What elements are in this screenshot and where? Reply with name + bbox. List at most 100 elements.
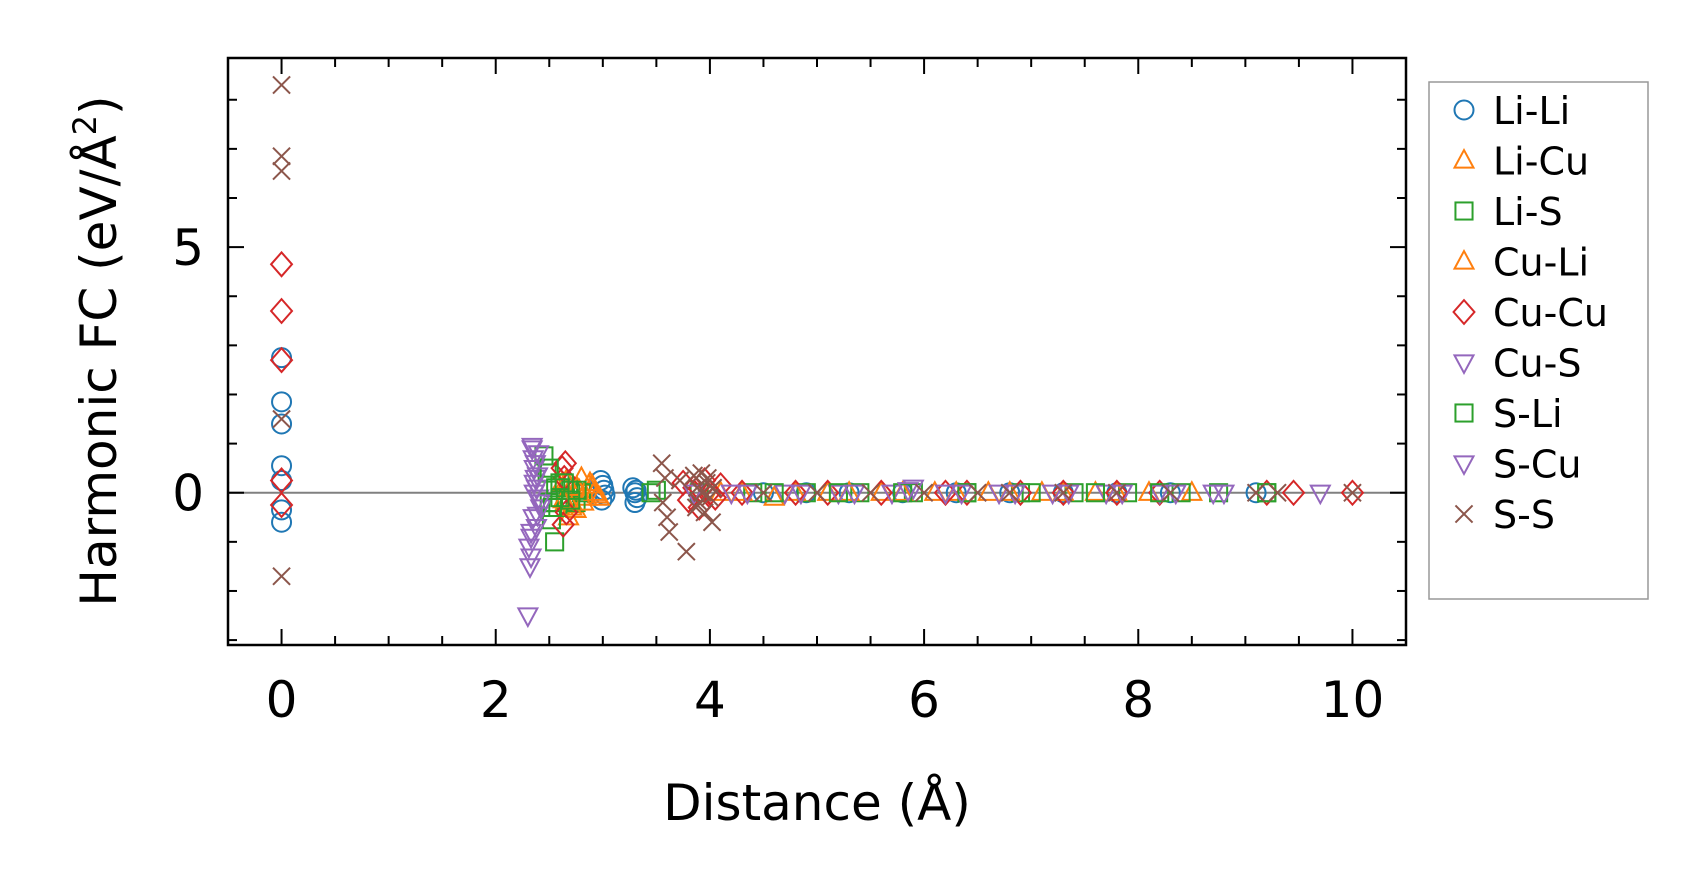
x-tick-labels: 0 2 4 6 8 10	[266, 671, 1385, 729]
data-point	[693, 483, 712, 502]
data-point	[528, 494, 551, 516]
y-tick-labels: 05	[172, 219, 204, 523]
data-point	[950, 484, 973, 506]
data-point	[677, 542, 696, 561]
data-point	[269, 491, 294, 519]
data-point	[1209, 483, 1229, 503]
x-marker-stroke	[697, 473, 716, 493]
legend-entry-cu-cu: Cu-Cu	[1452, 291, 1608, 335]
legend-entry-s-s: S-S	[1454, 493, 1555, 537]
data-point	[827, 484, 850, 506]
series-cu-s	[516, 440, 1332, 629]
x-tick-label: 10	[1321, 671, 1385, 729]
x-marker-stroke	[689, 493, 709, 512]
data-point	[730, 479, 754, 507]
data-point	[1041, 484, 1064, 506]
data-point	[754, 483, 773, 502]
series-s-s	[272, 75, 1362, 586]
data-point	[1150, 483, 1170, 503]
legend-label: Cu-Li	[1493, 241, 1589, 285]
x-marker-stroke	[698, 468, 718, 488]
legend-entry-li-cu: Li-Cu	[1452, 140, 1589, 184]
data-point	[689, 493, 709, 512]
data-point	[641, 483, 661, 503]
data-point	[588, 485, 611, 506]
x-marker-stroke	[1107, 483, 1127, 502]
data-point	[272, 146, 291, 166]
legend-entry-s-li: S-Li	[1454, 392, 1563, 436]
data-point	[843, 484, 866, 506]
data-point	[1094, 484, 1118, 506]
data-point	[702, 512, 722, 532]
x-marker-stroke	[1268, 483, 1287, 502]
data-point	[1000, 483, 1020, 502]
legend-label: S-Li	[1493, 392, 1563, 436]
data-point	[1268, 483, 1287, 502]
x-axis-label: Distance (Å)	[663, 774, 971, 832]
data-point	[524, 455, 547, 476]
data-point	[686, 498, 706, 517]
data-point	[1021, 483, 1041, 503]
x-marker-stroke	[272, 146, 291, 166]
y-axis-label-main: Harmonic FC (eV/Å	[70, 135, 128, 606]
data-point	[271, 413, 293, 435]
data-point	[736, 484, 759, 506]
x-marker-stroke	[693, 483, 712, 502]
data-point	[1212, 484, 1236, 506]
data-point	[914, 483, 934, 502]
data-point	[1257, 483, 1277, 503]
legend-entries: Li-Li Li-Cu Li-S Cu-Li Cu-Cu Cu-S S-Li S-Cu S-S	[1452, 89, 1608, 537]
x-marker-stroke	[703, 478, 723, 498]
y-axis-label-close: )	[70, 95, 128, 115]
data-point	[676, 486, 701, 514]
y-tick-label: 5	[172, 219, 204, 277]
x-marker-stroke	[686, 498, 706, 517]
data-point	[271, 455, 293, 477]
x-marker-stroke	[754, 483, 773, 502]
data-point	[518, 558, 542, 579]
data-point	[1054, 483, 1073, 502]
data-points	[269, 75, 1365, 629]
x-marker-stroke	[692, 463, 711, 483]
data-point	[773, 484, 797, 506]
data-point	[272, 75, 291, 95]
data-point	[764, 483, 784, 503]
data-point	[1281, 479, 1306, 507]
data-point	[1064, 483, 1084, 503]
data-point	[1180, 480, 1203, 501]
data-point	[271, 469, 293, 491]
x-marker-stroke	[702, 512, 722, 532]
data-point	[272, 409, 291, 429]
x-marker-stroke	[914, 483, 934, 502]
data-point	[1202, 484, 1225, 506]
data-point	[1085, 483, 1105, 503]
data-point	[526, 467, 549, 489]
data-point	[272, 566, 291, 586]
data-point	[551, 511, 575, 539]
legend: Li-Li Li-Cu Li-S Cu-Li Cu-Cu Cu-S S-Li S-Cu S-S	[1428, 81, 1649, 600]
legend-entry-cu-s: Cu-S	[1452, 342, 1581, 386]
x-marker-stroke	[700, 488, 720, 507]
data-point	[522, 509, 545, 530]
data-point	[271, 511, 293, 533]
legend-label: Cu-S	[1493, 342, 1581, 386]
legend-label: Li-S	[1493, 190, 1563, 234]
x-marker-stroke	[1000, 483, 1020, 502]
data-point	[968, 483, 987, 502]
legend-entry-s-cu: S-Cu	[1452, 443, 1581, 487]
legend-label: S-Cu	[1493, 443, 1581, 487]
legend-label: Li-Li	[1493, 89, 1570, 133]
data-point	[695, 503, 714, 522]
data-point	[828, 483, 848, 503]
legend-entry-li-s: Li-S	[1454, 190, 1563, 234]
data-point	[567, 480, 587, 500]
legend-marker	[1452, 248, 1476, 270]
data-point	[519, 523, 543, 545]
data-point	[520, 440, 544, 462]
x-marker-stroke	[655, 468, 675, 488]
x-marker-stroke	[1246, 483, 1266, 502]
data-point	[526, 506, 549, 528]
x-marker-stroke	[659, 522, 679, 542]
x-marker-stroke	[272, 566, 291, 586]
x-tick-label: 6	[908, 671, 940, 729]
